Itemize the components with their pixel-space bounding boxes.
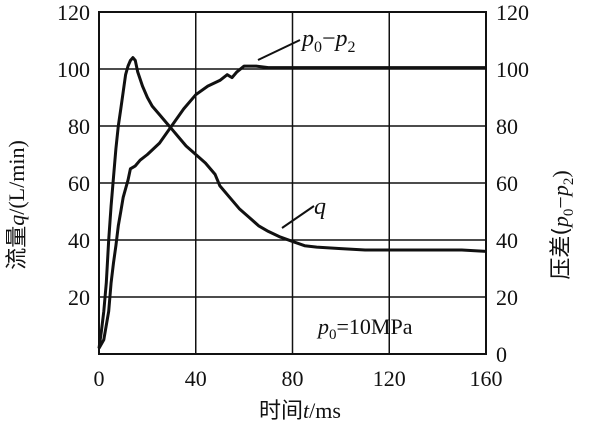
- y-right-tick-label: 80: [496, 114, 518, 139]
- y-left-tick-label: 80: [68, 114, 90, 139]
- x-tick-label: 80: [282, 366, 304, 391]
- plot-frame: [98, 11, 487, 355]
- x-tick-label: 120: [373, 366, 406, 391]
- grid: [99, 12, 486, 354]
- y-right-tick-label: 60: [496, 171, 518, 196]
- y-right-tick-label: 20: [496, 285, 518, 310]
- y-right-tick-label: 100: [496, 57, 529, 82]
- x-axis-label: 时间t/ms: [259, 398, 341, 424]
- curves: [97, 56, 487, 350]
- p-diff-label-leader: [257, 39, 301, 61]
- y-right-axis-label: 压差(p0−p2): [548, 170, 577, 279]
- y-left-axis-label: 流量q/(L/min): [4, 140, 30, 270]
- q-series-line: [97, 56, 487, 349]
- y-left-tick-label: 40: [68, 228, 90, 253]
- q-label-leader: [281, 205, 315, 229]
- y-right-tick-label: 120: [496, 0, 529, 25]
- y-left-tick-label: 60: [68, 171, 90, 196]
- p-diff-series-line: [97, 64, 486, 350]
- y-right-tick-label: 0: [496, 342, 507, 367]
- y-right-tick-label: 40: [496, 228, 518, 253]
- x-tick-label: 0: [94, 366, 105, 391]
- p-diff-curve-label: p0−p2: [300, 26, 356, 56]
- y-left-tick-label: 100: [57, 57, 90, 82]
- q-curve-label: q: [314, 194, 326, 220]
- x-tick-label: 160: [470, 366, 503, 391]
- x-tick-label: 40: [185, 366, 207, 391]
- pressure-annotation: p0=10MPa: [316, 314, 413, 343]
- ticks: 0 40 80 120 160 20 40 60 80 100 120 0 20 40 60 80 100 120: [57, 0, 529, 391]
- y-left-tick-label: 120: [57, 0, 90, 25]
- y-left-tick-label: 20: [68, 285, 90, 310]
